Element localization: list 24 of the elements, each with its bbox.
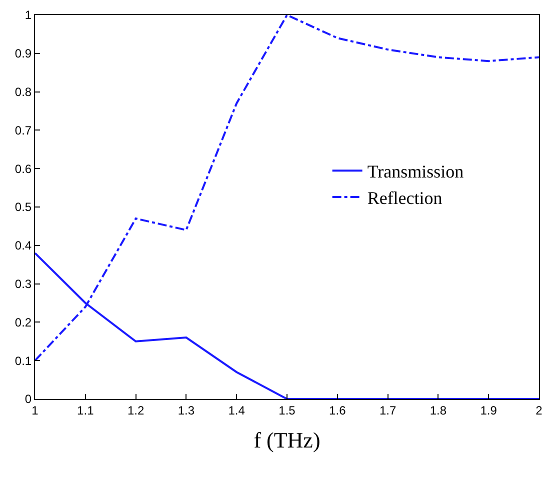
x-tick-label: 2 xyxy=(536,403,543,418)
y-tick-label: 0 xyxy=(24,392,32,406)
x-tick-label: 1.2 xyxy=(127,403,144,418)
y-tick-label: 0.4 xyxy=(14,238,32,253)
y-tick-label: 0.3 xyxy=(14,277,32,291)
y-tick-label: 1 xyxy=(24,8,32,22)
x-tick-label: 1.3 xyxy=(178,403,195,418)
x-tick-label: 1.4 xyxy=(228,403,246,418)
legend-label: Reflection xyxy=(367,188,442,208)
x-tick-label: 1.1 xyxy=(77,403,94,418)
y-tick-label: 0.8 xyxy=(14,85,32,99)
x-axis-title: f (THz) xyxy=(254,427,320,452)
y-tick-label: 0.9 xyxy=(14,46,32,61)
x-tick-label: 1.7 xyxy=(379,403,396,418)
y-tick-label: 0.2 xyxy=(14,315,32,330)
x-tick-label: 1.6 xyxy=(329,403,346,418)
y-tick-label: 0.1 xyxy=(14,354,32,368)
y-tick-label: 0.7 xyxy=(14,123,32,138)
legend-label: Transmission xyxy=(367,162,464,182)
x-tick-label: 1.9 xyxy=(480,403,498,418)
y-tick-label: 0.5 xyxy=(14,200,32,214)
x-tick-label: 1.8 xyxy=(430,403,447,418)
x-tick-label: 1.5 xyxy=(278,403,296,418)
y-tick-label: 0.6 xyxy=(14,162,32,176)
